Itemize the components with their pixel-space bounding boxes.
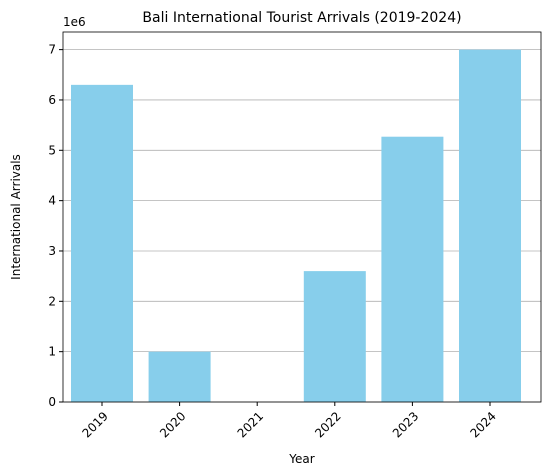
bar	[148, 351, 211, 402]
x-tick-label: 2021	[235, 409, 266, 440]
x-axis-label: Year	[288, 452, 314, 466]
y-tick-label: 5	[48, 143, 56, 157]
x-tick-label: 2022	[312, 409, 343, 440]
bar	[71, 84, 133, 402]
x-tick-label: 2023	[390, 409, 421, 440]
x-tick-label: 2024	[467, 409, 498, 440]
y-tick-label: 0	[48, 395, 56, 409]
y-tick-label: 2	[48, 294, 56, 308]
x-tick-label: 2020	[157, 409, 188, 440]
y-offset-label: 1e6	[63, 15, 86, 29]
bar	[381, 136, 444, 402]
x-tick-label: 2019	[79, 409, 110, 440]
y-tick-label: 7	[48, 43, 56, 57]
bar	[459, 49, 521, 402]
chart-title: Bali International Tourist Arrivals (201…	[142, 10, 461, 26]
bar	[303, 271, 366, 402]
y-tick-label: 3	[48, 244, 56, 258]
y-tick-label: 4	[48, 194, 56, 208]
y-tick-label: 1	[48, 345, 56, 359]
y-axis-label: International Arrivals	[9, 154, 23, 280]
y-tick-label: 6	[48, 93, 56, 107]
plot-frame	[62, 31, 542, 403]
